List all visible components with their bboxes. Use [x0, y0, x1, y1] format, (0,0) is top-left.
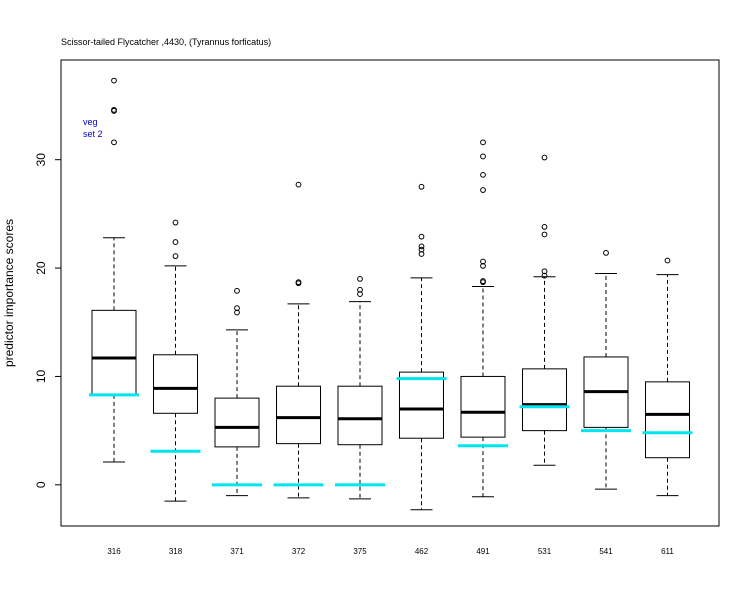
box-iqr	[522, 368, 567, 432]
x-tick-label: 462	[415, 547, 429, 556]
outlier-point	[480, 171, 486, 178]
box-iqr	[91, 309, 137, 396]
y-tick-label: 20	[34, 261, 48, 275]
box-372	[276, 181, 321, 499]
outlier-point	[480, 187, 486, 193]
x-tick-label: 611	[661, 547, 674, 556]
outlier-point	[541, 268, 548, 275]
chart-title: Scissor-tailed Flycatcher ,4430, (Tyrann…	[61, 37, 271, 47]
box-541	[583, 250, 629, 490]
box-iqr	[153, 354, 198, 414]
x-tick-label: 318	[169, 547, 183, 556]
outlier-point	[480, 278, 486, 284]
x-tick-label: 531	[538, 547, 552, 556]
outlier-point	[111, 77, 117, 84]
x-tick-label: 316	[107, 547, 121, 556]
box-371	[214, 287, 260, 497]
box-531	[522, 154, 567, 466]
reference-lines-layer	[89, 377, 693, 487]
box-iqr	[399, 371, 444, 439]
box-462	[399, 183, 444, 511]
outlier-point	[357, 276, 363, 282]
outlier-point	[541, 154, 548, 161]
outlier-point	[357, 286, 363, 293]
outlier-point	[418, 233, 425, 240]
outlier-point	[418, 183, 425, 190]
annotation-line-2: set 2	[83, 129, 103, 139]
x-tick-label: 371	[230, 547, 244, 556]
outlier-point	[480, 258, 486, 265]
y-tick-label: 30	[34, 153, 48, 167]
outlier-point	[480, 139, 486, 146]
outlier-point	[172, 239, 179, 245]
box-316	[91, 77, 137, 463]
outlier-point	[541, 223, 548, 230]
x-tick-label: 541	[599, 547, 613, 556]
y-tick-label: 10	[34, 369, 48, 383]
plot-frame	[60, 59, 720, 527]
outlier-point	[295, 181, 302, 188]
box-iqr	[214, 397, 260, 448]
y-tick-label: 0	[34, 481, 48, 488]
x-axis: 316 318 371 372 375 462 491 531 541 611	[107, 547, 674, 556]
box-iqr	[460, 375, 506, 438]
outlier-point	[541, 231, 548, 238]
outlier-point	[172, 219, 179, 226]
outlier-point	[418, 243, 425, 250]
annotation-line-1: veg	[83, 117, 98, 127]
outlier-point	[418, 246, 425, 253]
outlier-point	[664, 257, 671, 264]
box-iqr	[337, 385, 383, 446]
box-iqr	[645, 381, 690, 459]
box-491	[460, 139, 506, 498]
outlier-point	[480, 153, 486, 160]
outlier-point	[295, 279, 302, 286]
outlier-point	[603, 250, 609, 256]
box-611	[645, 257, 690, 497]
x-tick-label: 375	[353, 547, 367, 556]
outlier-point	[172, 253, 179, 260]
outlier-point	[234, 287, 240, 294]
box-375	[337, 276, 383, 500]
outlier-point	[111, 106, 117, 113]
x-tick-label: 372	[292, 547, 306, 556]
x-tick-label: 491	[476, 547, 490, 556]
y-axis: 0 10 20 30	[34, 153, 62, 488]
boxes-layer	[91, 77, 690, 511]
y-axis-label: predictor importance scores	[2, 219, 16, 367]
box-iqr	[276, 385, 321, 445]
outlier-point	[111, 139, 117, 146]
outlier-point	[234, 305, 240, 312]
box-318	[153, 219, 198, 502]
